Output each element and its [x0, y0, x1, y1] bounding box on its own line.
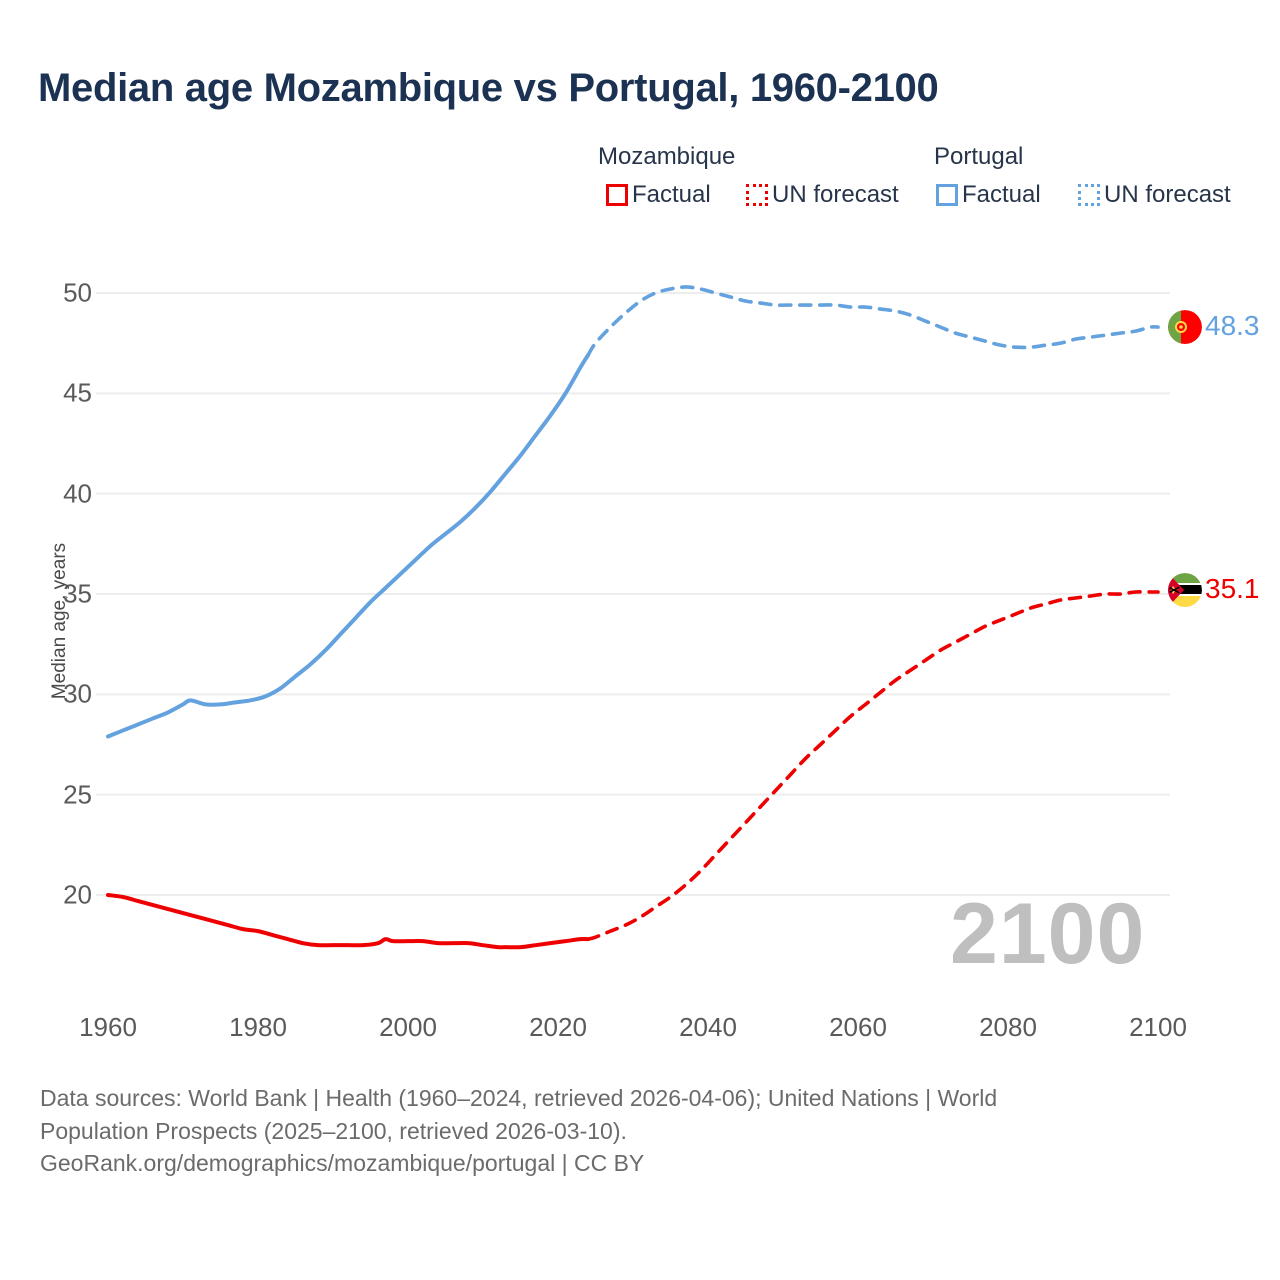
y-tick-label: 30	[63, 678, 92, 709]
legend-label-portugal-factual: Factual	[962, 181, 1041, 208]
x-tick-label: 2060	[829, 1012, 887, 1042]
legend-group-title-portugal: Portugal	[934, 143, 1024, 170]
portugal-flag-icon	[1168, 310, 1202, 344]
mozambique-end-value: 35.1	[1205, 573, 1260, 604]
x-tick-label: 2020	[529, 1012, 587, 1042]
y-tick-label: 25	[63, 779, 92, 810]
portugal-end-value: 48.3	[1205, 310, 1260, 341]
mozambique-flag-icon	[1168, 573, 1202, 607]
page-title: Median age Mozambique vs Portugal, 1960-…	[38, 66, 939, 110]
legend-swatch-dotted-blue-icon	[1078, 184, 1100, 206]
legend-swatch-solid-blue-icon	[936, 184, 958, 206]
series-line-mozambique-forecast	[586, 590, 1160, 941]
y-tick-label: 20	[63, 879, 92, 910]
x-tick-label: 2080	[979, 1012, 1037, 1042]
series-line-portugal-forecast	[586, 285, 1160, 358]
legend: Mozambique Portugal Factual UN forecast …	[598, 143, 1258, 223]
series-line-portugal-factual	[106, 353, 590, 739]
legend-item-mozambique-forecast[interactable]: UN forecast	[746, 181, 899, 209]
legend-item-portugal-forecast[interactable]: UN forecast	[1078, 181, 1231, 209]
y-axis-title: Median age, years	[49, 542, 70, 700]
y-tick-label: 40	[63, 478, 92, 509]
legend-label-portugal-forecast: UN forecast	[1104, 181, 1231, 208]
y-tick-label: 50	[63, 277, 92, 308]
footer-line-3[interactable]: GeoRank.org/demographics/mozambique/port…	[40, 1150, 645, 1177]
footer-line-2: Population Prospects (2025–2100, retriev…	[40, 1117, 627, 1144]
x-tick-label: 2000	[379, 1012, 437, 1042]
series-line-mozambique-factual	[106, 893, 590, 950]
y-tick-label: 45	[63, 377, 92, 408]
x-tick-label: 2100	[1129, 1012, 1187, 1042]
footer-sources: Data sources: World Bank | Health (1960–…	[40, 1082, 1220, 1180]
year-watermark: 2100	[950, 886, 1146, 982]
y-tick-label: 35	[63, 578, 92, 609]
legend-swatch-solid-red-icon	[606, 184, 628, 206]
x-tick-label: 1960	[79, 1012, 137, 1042]
legend-group-title-mozambique: Mozambique	[598, 143, 736, 170]
legend-item-mozambique-factual[interactable]: Factual	[606, 181, 711, 209]
grid-lines	[96, 292, 1170, 896]
series-lines	[106, 285, 1160, 950]
legend-swatch-dotted-red-icon	[746, 184, 768, 206]
x-tick-label: 1980	[229, 1012, 287, 1042]
legend-item-portugal-factual[interactable]: Factual	[936, 181, 1041, 209]
footer-line-1: Data sources: World Bank | Health (1960–…	[40, 1085, 998, 1111]
legend-label-mozambique-forecast: UN forecast	[772, 181, 899, 208]
x-tick-label: 2040	[679, 1012, 737, 1042]
legend-label-mozambique-factual: Factual	[632, 181, 711, 208]
